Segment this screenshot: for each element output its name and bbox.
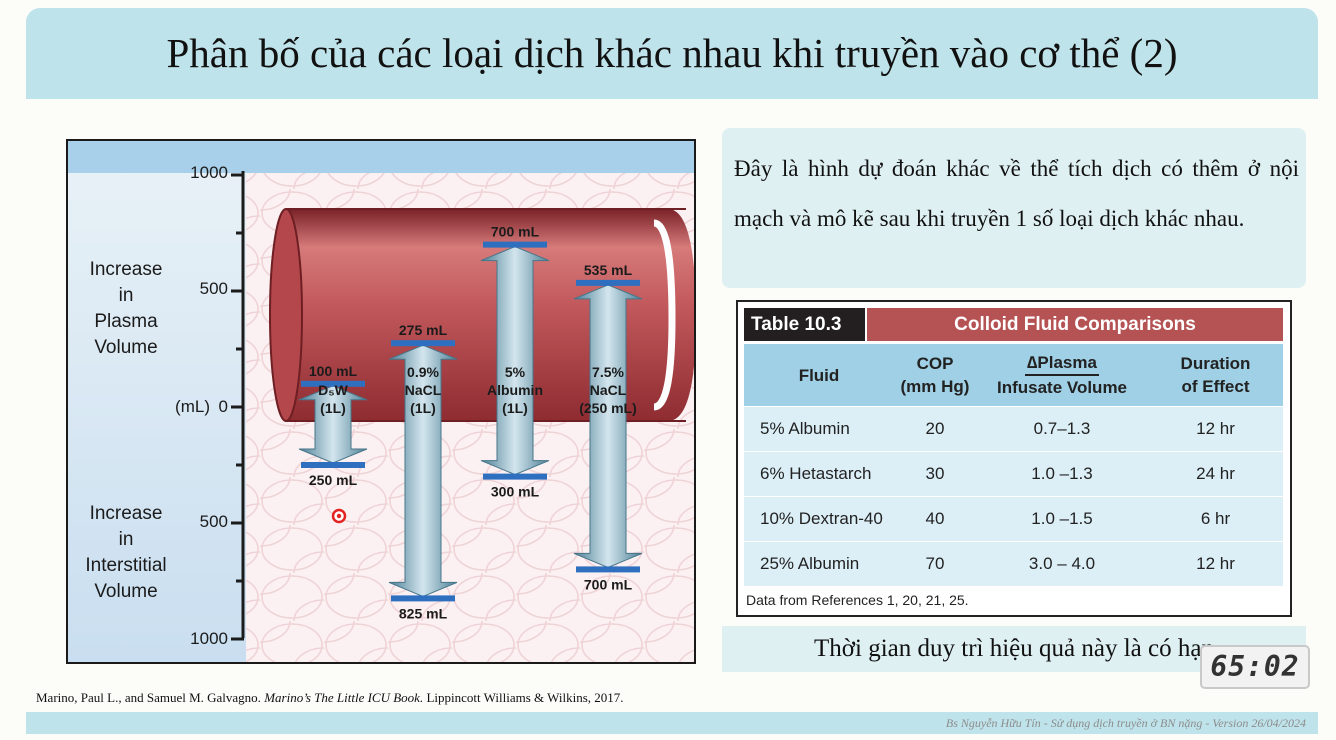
cell-cop: 40 [894, 496, 976, 542]
plasma-volume-label: 275 mL [399, 322, 448, 338]
col-header-ratio: ∆Plasma Infusate Volume [976, 344, 1148, 407]
cell-fluid: 10% Dextran-40 [744, 496, 894, 542]
tick-label-upper: 500 [200, 279, 228, 298]
table-row: 5% Albumin 20 0.7–1.3 12 hr [744, 406, 1283, 452]
table-row: 25% Albumin 70 3.0 – 4.0 12 hr [744, 541, 1283, 586]
title-bar: Phân bố của các loại dịch khác nhau khi … [26, 8, 1318, 99]
cell-duration: 6 hr [1148, 496, 1283, 542]
plasma-label-line-4: Volume [94, 337, 157, 358]
fluid-amount-label: (1L) [410, 400, 436, 416]
fluid-name-label: NaCL [405, 382, 442, 398]
fluid-arrow: 535 mL 700 mL 7.5% NaCL (250 mL) [573, 262, 643, 592]
interstitial-volume-label: 300 mL [491, 484, 540, 500]
table-row: 6% Hetastarch 30 1.0 –1.3 24 hr [744, 451, 1283, 497]
table-grid: Fluid COP (mm Hg) ∆Plasma Infusate Volume … [744, 344, 1283, 586]
footer-bar: Bs Nguyễn Hữu Tín - Sử dụng dịch truyền … [26, 712, 1318, 734]
plasma-volume-bar [391, 340, 455, 347]
interstitial-volume-bar [301, 462, 365, 468]
col-header-cop: COP (mm Hg) [894, 344, 976, 407]
plasma-label-line-2: in [119, 285, 134, 306]
plasma-volume-bar [301, 380, 365, 387]
interstitial-volume-bar [576, 566, 640, 573]
interstitial-label-line-4: Volume [94, 581, 157, 602]
cell-ratio: 0.7–1.3 [976, 406, 1148, 452]
fluid-amount-label: (250 mL) [579, 400, 637, 416]
plasma-volume-label: 100 mL [309, 363, 358, 379]
footer-text: Bs Nguyễn Hữu Tín - Sử dụng dịch truyền … [945, 716, 1306, 730]
cell-ratio: 1.0 –1.5 [976, 496, 1148, 542]
plasma-label-line-1: Increase [90, 259, 163, 280]
y-axis-ticks [231, 173, 244, 641]
cell-duration: 12 hr [1148, 541, 1283, 586]
fluid-name-label: NaCL [590, 382, 627, 398]
col-header-duration: Duration of Effect [1148, 344, 1283, 407]
interstitial-volume-bar [483, 473, 547, 480]
video-timer: 65:02 [1200, 645, 1310, 689]
table-number: Table 10.3 [744, 308, 865, 341]
interstitial-volume-label: 825 mL [399, 605, 448, 621]
plasma-volume-label: 700 mL [491, 224, 540, 240]
slide-title: Phân bố của các loại dịch khác nhau khi … [166, 30, 1178, 76]
fluid-distribution-figure: 1000 500 0 (mL) 500 1000 Increase in Pla… [66, 139, 696, 664]
plasma-label-line-3: Plasma [94, 311, 158, 332]
fluid-arrow: 100 mL 250 mL D₅W (1L) [298, 363, 368, 488]
table-header-row: Fluid COP (mm Hg) ∆Plasma Infusate Volume … [744, 344, 1283, 407]
col-header-fluid: Fluid [744, 344, 894, 407]
cell-duration: 24 hr [1148, 451, 1283, 497]
tick-label-top: 1000 [190, 163, 228, 182]
duration-note: Thời gian duy trì hiệu quả này là có hạn [814, 635, 1214, 662]
fluid-arrows: 100 mL 250 mL D₅W (1L) 275 mL 825 mL 0.9% NaCL (… [298, 224, 643, 621]
fluid-name-label: D₅W [318, 382, 349, 398]
interstitial-label-line-1: Increase [90, 503, 163, 524]
citation-authors: Marino, Paul L., and Samuel M. Galvagno. [36, 690, 261, 705]
cell-duration: 12 hr [1148, 406, 1283, 452]
citation-book: Marino’s The Little ICU Book. [264, 690, 424, 705]
tick-label-lower: 500 [200, 512, 228, 531]
cell-cop: 20 [894, 406, 976, 452]
description-box: Đây là hình dự đoán khác về thể tích dịc… [722, 128, 1306, 288]
tick-label-zero: 0 [219, 397, 228, 416]
fluid-arrow: 700 mL 300 mL 5% Albumin (1L) [480, 224, 550, 500]
cell-ratio: 3.0 – 4.0 [976, 541, 1148, 586]
table-footnote: Data from References 1, 20, 21, 25. [746, 592, 969, 608]
citation: Marino, Paul L., and Samuel M. Galvagno.… [36, 690, 624, 706]
tick-label-bottom: 1000 [190, 629, 228, 648]
cell-fluid: 25% Albumin [744, 541, 894, 586]
interstitial-volume-label: 700 mL [584, 576, 633, 592]
cell-cop: 30 [894, 451, 976, 497]
description-text: Đây là hình dự đoán khác về thể tích dịc… [734, 156, 1299, 231]
cell-fluid: 6% Hetastarch [744, 451, 894, 497]
table-header-bar: Table 10.3 Colloid Fluid Comparisons [744, 308, 1283, 341]
cursor-marker-dot [336, 513, 342, 519]
fluid-amount-label: (1L) [502, 400, 528, 416]
citation-publisher: Lippincott Williams & Wilkins, 2017. [426, 690, 624, 705]
fluid-distribution-diagram: 1000 500 0 (mL) 500 1000 Increase in Pla… [68, 141, 694, 662]
axis-unit-label: (mL) [175, 397, 210, 416]
cell-fluid: 5% Albumin [744, 406, 894, 452]
interstitial-label-line-2: in [119, 529, 134, 550]
fluid-amount-label: (1L) [320, 400, 346, 416]
plasma-volume-label: 535 mL [584, 262, 633, 278]
cell-ratio: 1.0 –1.3 [976, 451, 1148, 497]
plasma-volume-bar [576, 279, 640, 286]
fluid-name-label: Albumin [487, 382, 543, 398]
fluid-name-label: 5% [505, 364, 526, 380]
interstitial-volume-label: 250 mL [309, 472, 358, 488]
interstitial-label-line-3: Interstitial [85, 555, 166, 576]
fluid-name-label: 7.5% [592, 364, 624, 380]
fluid-name-label: 0.9% [407, 364, 439, 380]
colloid-table: Table 10.3 Colloid Fluid Comparisons Flu… [736, 300, 1292, 617]
plasma-volume-bar [483, 241, 547, 248]
cell-cop: 70 [894, 541, 976, 586]
table-row: 10% Dextran-40 40 1.0 –1.5 6 hr [744, 496, 1283, 542]
table-title: Colloid Fluid Comparisons [867, 308, 1283, 341]
interstitial-volume-bar [391, 595, 455, 602]
fluid-arrow: 275 mL 825 mL 0.9% NaCL (1L) [388, 322, 458, 621]
